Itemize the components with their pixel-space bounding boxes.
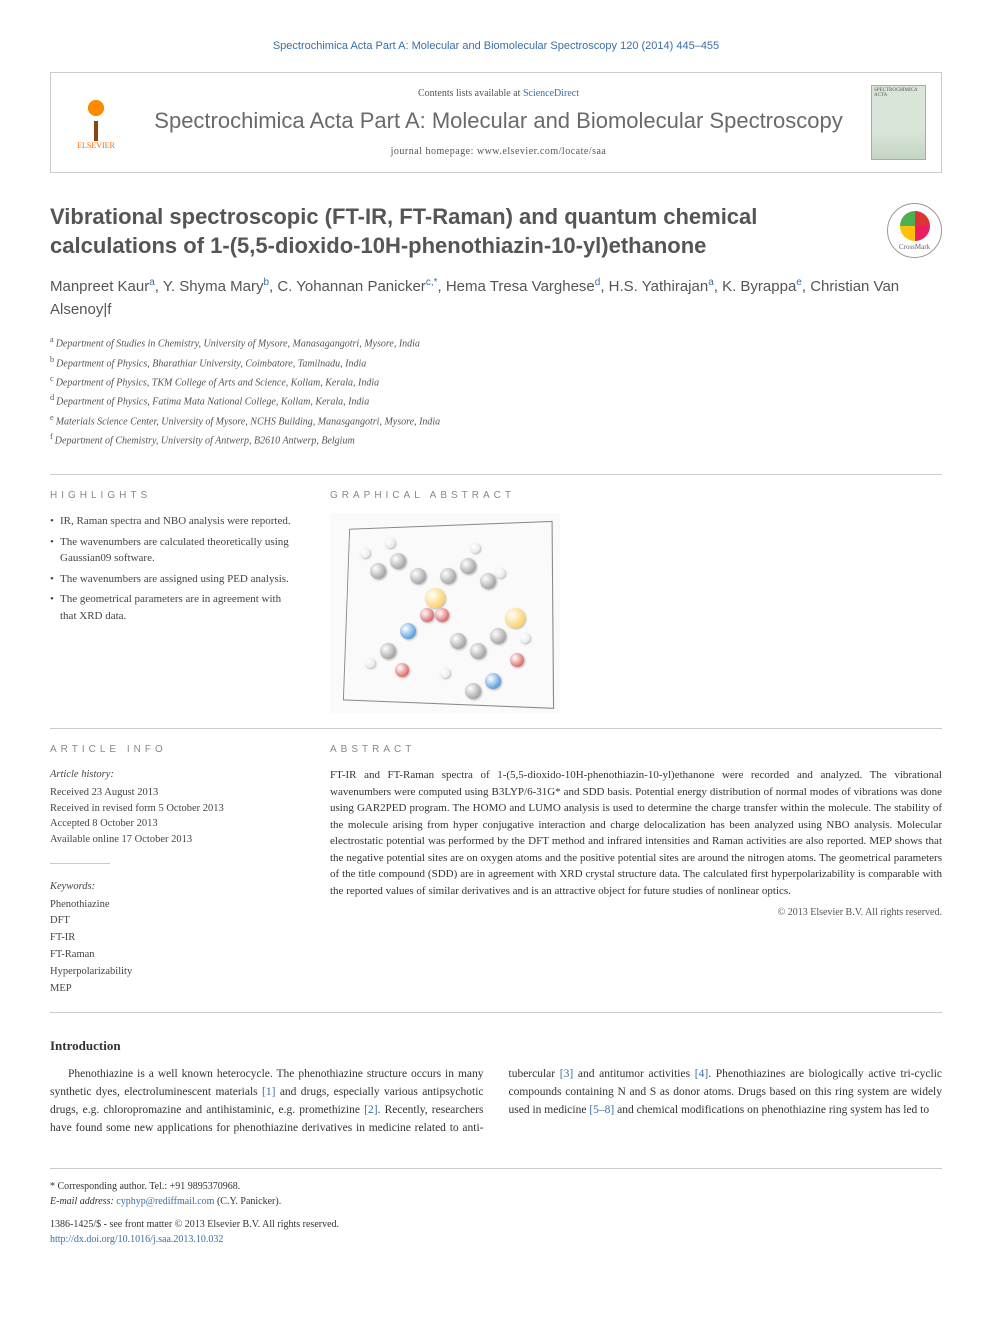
- sciencedirect-link[interactable]: ScienceDirect: [523, 88, 579, 99]
- issn-line: 1386-1425/$ - see front matter © 2013 El…: [50, 1217, 942, 1232]
- highlight-item: The geometrical parameters are in agreem…: [50, 591, 300, 624]
- journal-homepage: journal homepage: www.elsevier.com/locat…: [141, 146, 856, 157]
- keyword-item: MEP: [50, 981, 300, 998]
- journal-banner: ELSEVIER Contents lists available at Sci…: [50, 72, 942, 173]
- corresponding-author: * Corresponding author. Tel.: +91 989537…: [50, 1179, 942, 1209]
- introduction-body: Phenothiazine is a well known heterocycl…: [50, 1066, 942, 1137]
- divider: [50, 474, 942, 475]
- divider: [50, 1012, 942, 1013]
- citation-header: Spectrochimica Acta Part A: Molecular an…: [50, 40, 942, 52]
- keyword-item: FT-Raman: [50, 947, 300, 964]
- article-history: Article history: Received 23 August 2013…: [50, 767, 300, 848]
- keywords-block: Keywords: PhenothiazineDFTFT-IRFT-RamanH…: [50, 879, 300, 998]
- article-info-heading: ARTICLE INFO: [50, 744, 300, 755]
- highlight-item: The wavenumbers are assigned using PED a…: [50, 571, 300, 588]
- doi-link[interactable]: http://dx.doi.org/10.1016/j.saa.2013.10.…: [50, 1234, 223, 1245]
- highlights-heading: HIGHLIGHTS: [50, 490, 300, 501]
- contents-line: Contents lists available at ScienceDirec…: [141, 88, 856, 99]
- highlight-item: IR, Raman spectra and NBO analysis were …: [50, 513, 300, 530]
- highlight-item: The wavenumbers are calculated theoretic…: [50, 534, 300, 567]
- keyword-item: FT-IR: [50, 930, 300, 947]
- affiliations: aDepartment of Studies in Chemistry, Uni…: [50, 333, 942, 449]
- footer: * Corresponding author. Tel.: +91 989537…: [50, 1168, 942, 1247]
- ref-link[interactable]: [4]: [695, 1068, 708, 1080]
- graphical-abstract-image: [330, 513, 560, 713]
- author-list: Manpreet Kaura, Y. Shyma Maryb, C. Yohan…: [50, 275, 942, 321]
- keyword-item: Hyperpolarizability: [50, 964, 300, 981]
- email-link[interactable]: cyphyp@rediffmail.com: [116, 1196, 214, 1207]
- journal-name: Spectrochimica Acta Part A: Molecular an…: [141, 107, 856, 136]
- article-title: Vibrational spectroscopic (FT-IR, FT-Ram…: [50, 203, 867, 260]
- abstract-heading: ABSTRACT: [330, 744, 942, 755]
- ref-link[interactable]: [1]: [262, 1086, 275, 1098]
- ref-link[interactable]: [5–8]: [589, 1104, 614, 1116]
- crossmark-badge[interactable]: CrossMark: [887, 203, 942, 258]
- ref-link[interactable]: [2]: [364, 1104, 377, 1116]
- elsevier-logo[interactable]: ELSEVIER: [66, 88, 126, 158]
- abstract-copyright: © 2013 Elsevier B.V. All rights reserved…: [330, 907, 942, 918]
- journal-cover-thumb[interactable]: SPECTROCHIMICA ACTA: [871, 85, 926, 160]
- divider: [50, 728, 942, 729]
- introduction-heading: Introduction: [50, 1038, 942, 1054]
- highlights-block: IR, Raman spectra and NBO analysis were …: [50, 513, 300, 624]
- keyword-item: DFT: [50, 913, 300, 930]
- ref-link[interactable]: [3]: [560, 1068, 573, 1080]
- graphical-abstract-heading: GRAPHICAL ABSTRACT: [330, 490, 942, 501]
- keyword-item: Phenothiazine: [50, 897, 300, 914]
- abstract-text: FT-IR and FT-Raman spectra of 1-(5,5-dio…: [330, 767, 942, 899]
